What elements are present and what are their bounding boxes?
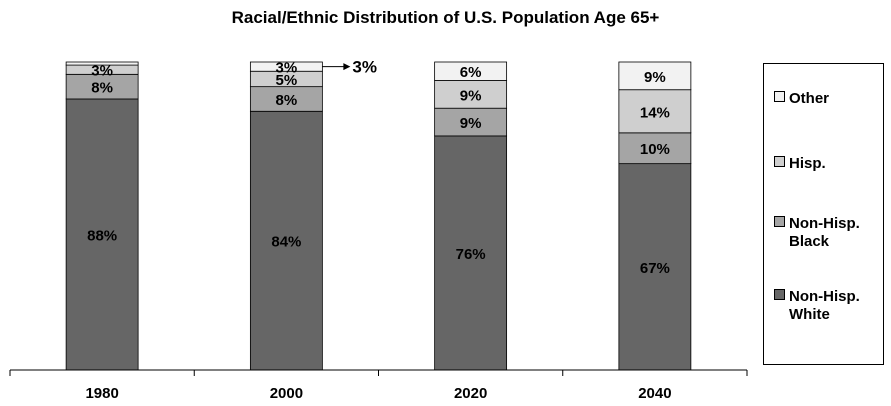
data-label: 9% [644,69,666,86]
data-label: 67% [640,260,670,277]
data-label: 9% [460,87,482,104]
x-tick-label: 1980 [85,385,118,402]
bar-segment-2020-1 [434,107,508,137]
legend-swatch [774,91,785,102]
legend: Other Hisp. Non-Hisp. Black Non-Hisp. White [763,63,884,365]
bar-segment-2040-0 [618,163,692,371]
data-label: 10% [640,141,670,158]
data-label: 6% [460,64,482,81]
data-label: 8% [91,80,113,97]
bar-segment-2040-3 [618,61,692,91]
data-label: 3% [276,60,298,77]
data-label: 14% [640,104,670,121]
x-tick-label: 2000 [270,385,303,402]
annotation-arrow-head [343,63,351,71]
legend-swatch [774,216,785,227]
bar-segment-2020-0 [434,135,508,371]
x-axis: 1980 2000 2020 2040 [9,369,748,402]
data-label: 8% [276,92,298,109]
bar-segment-2020-2 [434,80,508,109]
data-label: 9% [460,115,482,132]
legend-swatch [774,289,785,300]
legend-item: Other [774,90,829,108]
data-label: 3% [91,63,113,80]
legend-item: Non-Hisp. White [774,288,860,324]
data-label: 88% [87,227,117,244]
bar-segment-1980-1 [65,73,139,100]
chart-title: Racial/Ethnic Distribution of U.S. Popul… [231,8,660,27]
legend-label: Non-Hisp. White [789,288,860,323]
legend-label: Other [789,90,830,107]
x-tick-label: 2040 [638,385,671,402]
legend-label: Hisp. [789,155,826,172]
bar-segment-1980-0 [65,98,139,371]
annotation-label: 3% [352,58,377,77]
x-tick-label: 2020 [454,385,487,402]
bar-segment-2040-2 [618,89,692,134]
bar-segment-2040-1 [618,132,692,165]
legend-item: Non-Hisp. Black [774,215,860,251]
annotations-layer: 3% [322,58,377,77]
legend-item: Hisp. [774,155,826,173]
data-label: 84% [271,234,301,251]
bars-layer: 88%8%3%84%8%5%3%76%9%9%6%67%10%14%9% [65,60,692,371]
bar-segment-2020-3 [434,61,508,81]
legend-label: Non-Hisp. Black [789,215,860,250]
legend-swatch [774,156,785,167]
bar-segment-1980-3 [65,61,139,66]
data-label: 5% [276,72,298,89]
data-label: 76% [456,246,486,263]
